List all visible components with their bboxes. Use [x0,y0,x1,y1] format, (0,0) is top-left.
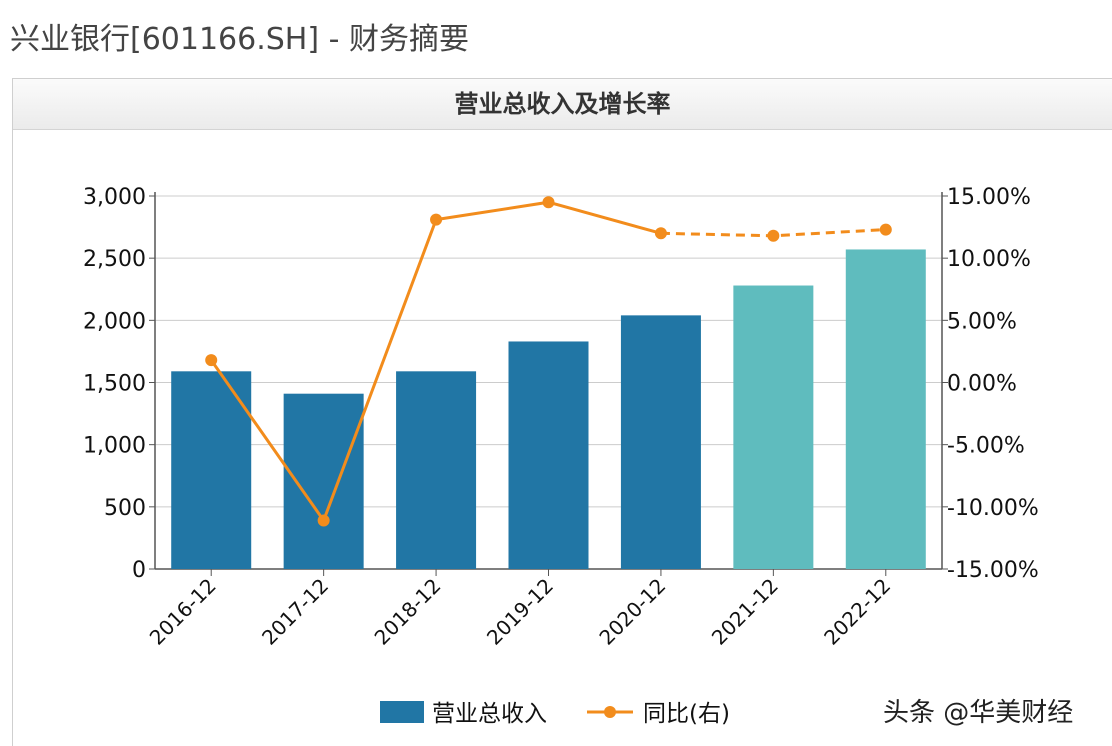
y-left-tick-label: 1,000 [83,434,146,459]
y-left-tick-label: 0 [132,558,146,583]
bar [396,371,477,569]
y-right-tick-label: 15.00% [947,185,1031,210]
y-left-tick-label: 2,500 [83,247,146,272]
x-tick-label: 2021-12 [707,574,783,650]
growth-point [317,514,330,527]
bar [733,285,814,569]
page-title: 兴业银行[601166.SH] - 财务摘要 [10,22,469,57]
growth-point [654,227,667,240]
bar [508,341,589,569]
y-right-tick-label: 10.00% [947,247,1031,272]
watermark: 头条 @华美财经 [883,698,1074,728]
y-left-tick-label: 1,500 [83,372,146,397]
y-right-tick-label: -10.00% [947,496,1039,521]
growth-point [430,213,443,226]
y-right-tick-label: 5.00% [947,309,1017,334]
y-right-tick-label: -5.00% [947,434,1025,459]
x-tick-label: 2020-12 [594,574,670,650]
y-left-tick-label: 500 [104,496,146,521]
legend-swatch-bar [380,701,424,723]
y-right-tick-label: 0.00% [947,372,1017,397]
chart-title: 营业总收入及增长率 [13,79,1112,130]
legend-label: 营业总收入 [432,701,547,727]
growth-point [542,196,555,209]
growth-point [767,229,780,242]
x-tick-label: 2017-12 [257,574,333,650]
x-tick-label: 2022-12 [819,574,895,650]
bar [845,249,926,570]
bar [171,371,252,569]
y-left-tick-label: 3,000 [83,185,146,210]
y-left-tick-label: 2,000 [83,309,146,334]
growth-point [205,354,218,367]
x-tick-label: 2018-12 [370,574,446,650]
growth-point [879,223,892,236]
legend-label: 同比(右) [643,701,730,727]
bar [620,315,701,569]
x-tick-label: 2019-12 [482,574,558,650]
legend-swatch-point [604,706,616,718]
y-right-tick-label: -15.00% [947,558,1039,583]
x-tick-label: 2016-12 [145,574,221,650]
